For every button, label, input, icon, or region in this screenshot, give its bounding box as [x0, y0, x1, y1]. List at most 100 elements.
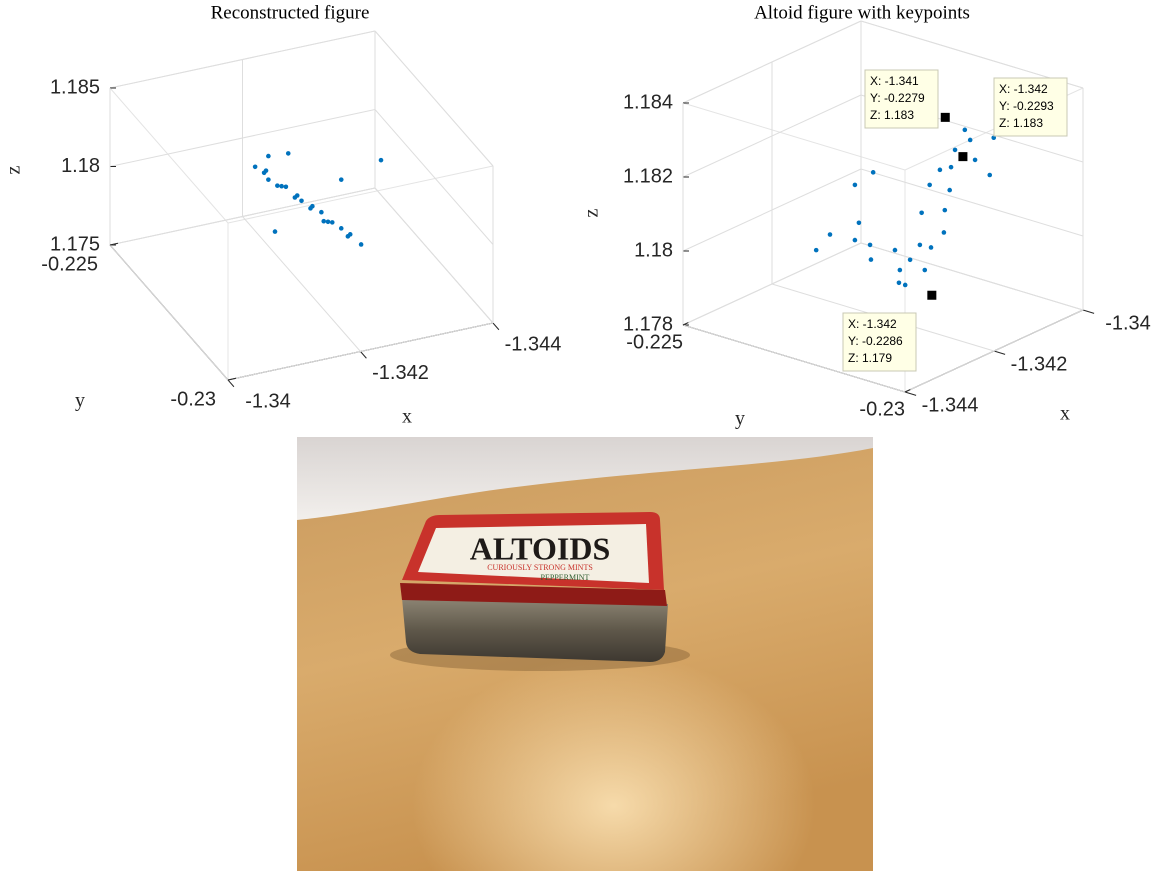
point	[949, 165, 954, 170]
grid-line	[110, 245, 228, 380]
point	[903, 283, 908, 288]
point	[908, 257, 913, 262]
point	[897, 280, 902, 285]
chart-title: Reconstructed figure	[211, 2, 370, 23]
tick-mark	[905, 392, 916, 395]
point	[947, 188, 952, 193]
tin-shadow	[390, 639, 690, 671]
point	[893, 248, 898, 253]
tagline: CURIOUSLY STRONG MINTS	[487, 563, 593, 572]
datatip-text: X: -1.342	[999, 82, 1048, 96]
grid-line	[375, 110, 493, 245]
lid-rim	[400, 583, 667, 606]
datatip-text: Z: 1.183	[870, 108, 914, 122]
grid-line	[375, 188, 493, 323]
z-tick-label: 1.175	[50, 233, 100, 255]
point	[266, 177, 271, 182]
label	[418, 524, 649, 583]
point	[942, 230, 947, 235]
tick-mark	[361, 352, 367, 359]
point	[828, 232, 833, 237]
x-tick-label: -1.342	[1011, 353, 1068, 375]
point	[293, 195, 298, 200]
x-axis-label: x	[1060, 403, 1070, 425]
z-axis-label: z	[3, 165, 25, 174]
box-edge	[110, 88, 228, 223]
chart-title: Altoid figure with keypoints	[754, 2, 970, 23]
y-tick-label: -0.23	[859, 398, 905, 420]
wall	[297, 437, 873, 520]
datatip-text: Z: 1.183	[999, 116, 1043, 130]
grid-line	[861, 169, 1083, 236]
tick-mark	[1083, 310, 1094, 313]
z-tick-label: 1.184	[623, 91, 673, 113]
tin-base	[402, 598, 668, 662]
z-tick-label: 1.18	[634, 239, 673, 261]
point	[963, 128, 968, 133]
point	[853, 183, 858, 188]
z-axis-label: z	[581, 208, 603, 217]
grid-line	[905, 310, 1083, 392]
table	[297, 437, 873, 871]
point	[339, 226, 344, 231]
point	[310, 204, 315, 209]
point	[253, 165, 258, 170]
flavor: PEPPERMINT	[541, 573, 590, 582]
point	[273, 229, 278, 234]
datatip-marker	[927, 291, 936, 300]
point	[987, 173, 992, 178]
point	[857, 221, 862, 226]
grid-line	[228, 323, 493, 380]
x-tick-label: -1.34	[1105, 312, 1151, 334]
z-tick-label: 1.185	[50, 76, 100, 98]
tick-mark	[493, 323, 499, 330]
point	[339, 177, 344, 182]
point	[953, 148, 958, 153]
point	[814, 248, 819, 253]
point	[299, 198, 304, 203]
z-tick-label: 1.182	[623, 165, 673, 187]
tick-mark	[994, 351, 1005, 354]
lid	[402, 512, 664, 590]
datatip-text: Z: 1.179	[848, 351, 892, 365]
y-axis-label: y	[735, 408, 745, 430]
point	[898, 268, 903, 273]
point	[869, 257, 874, 262]
point	[938, 168, 943, 173]
point	[871, 170, 876, 175]
point	[279, 184, 284, 189]
datatip-text: X: -1.341	[870, 74, 919, 88]
point	[929, 245, 934, 250]
grid-line	[375, 31, 493, 166]
datatip-text: Y: -0.2286	[848, 334, 903, 348]
y-axis-label: y	[75, 390, 85, 412]
point	[968, 138, 973, 143]
z-tick-label: 1.18	[61, 155, 100, 177]
point	[326, 219, 331, 224]
point	[922, 268, 927, 273]
brand: ALTOIDS	[470, 530, 611, 566]
datatip-marker	[941, 113, 950, 122]
point	[918, 243, 923, 248]
x-tick-label: -1.342	[372, 362, 429, 384]
x-tick-label: -1.344	[505, 333, 562, 355]
y-tick-label: -0.225	[41, 253, 98, 275]
tick-mark	[228, 378, 236, 380]
point	[275, 183, 280, 188]
point	[379, 158, 384, 163]
point	[346, 234, 351, 239]
point	[973, 158, 978, 163]
y-tick-label: -0.23	[170, 388, 216, 410]
point	[266, 154, 271, 159]
datatip-text: Y: -0.2293	[999, 99, 1054, 113]
y-tick-label: -0.225	[626, 331, 683, 353]
point	[319, 210, 324, 215]
point	[330, 220, 335, 225]
x-tick-label: -1.344	[922, 394, 979, 416]
grid-line	[861, 243, 1083, 310]
point	[359, 242, 364, 247]
point	[853, 238, 858, 243]
datatip-marker	[958, 152, 967, 161]
point	[927, 183, 932, 188]
point	[284, 185, 289, 190]
